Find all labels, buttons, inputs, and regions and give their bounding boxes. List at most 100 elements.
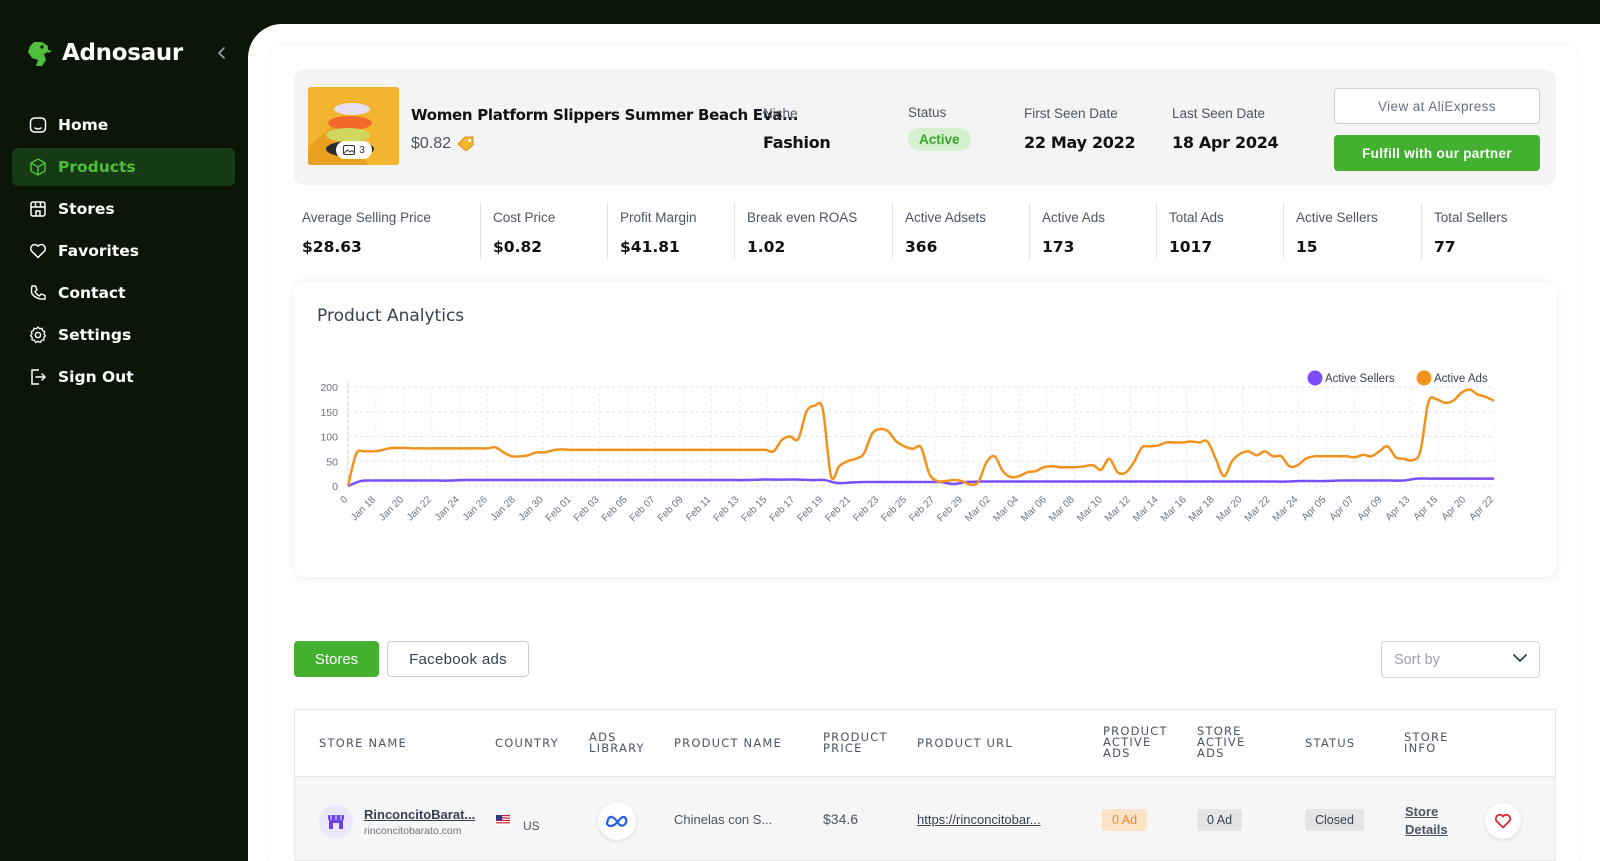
- sort-by-select[interactable]: Sort by: [1381, 641, 1540, 678]
- product-url-link[interactable]: https://rinconcitobar...: [917, 812, 1041, 827]
- table-row[interactable]: RinconcitoBarat... rinconcitobarato.com …: [295, 777, 1555, 861]
- legend-marker-active-sellers: [1307, 370, 1323, 386]
- stat-break-even-roas: Break even ROAS 1.02: [735, 203, 893, 259]
- niche-label: Niche: [763, 106, 798, 121]
- stat-value: 77: [1434, 238, 1456, 256]
- x-tick-label: Apr 09: [1356, 494, 1385, 523]
- country-code: US: [523, 819, 540, 833]
- x-tick-label: 0: [338, 494, 350, 506]
- heart-icon: [28, 241, 48, 261]
- sidebar-item-settings[interactable]: Settings: [12, 316, 235, 354]
- x-tick-label: Feb 29: [935, 494, 965, 524]
- tab-stores[interactable]: Stores: [294, 641, 379, 677]
- us-flag-icon: [496, 815, 510, 825]
- sidebar-item-label: Settings: [58, 326, 132, 344]
- legend-label-active-ads: Active Ads: [1434, 373, 1488, 385]
- x-tick-label: Jan 30: [517, 494, 546, 523]
- ads-library-button[interactable]: [598, 802, 636, 840]
- x-tick-label: Jan 26: [461, 494, 490, 523]
- header-product-price[interactable]: PRODUCT PRICE: [823, 730, 888, 755]
- collapse-sidebar-icon[interactable]: [214, 44, 230, 62]
- x-tick-label: Feb 15: [740, 494, 770, 524]
- x-tick-label: Mar 08: [1047, 494, 1077, 524]
- box-icon: [28, 157, 48, 177]
- home-icon: [28, 115, 48, 135]
- gear-icon: [28, 325, 48, 345]
- tab-facebook-ads[interactable]: Facebook ads: [387, 641, 529, 677]
- stat-label: Total Ads: [1169, 210, 1224, 225]
- stat-label: Cost Price: [493, 210, 556, 225]
- sidebar-item-stores[interactable]: Stores: [12, 190, 235, 228]
- first-seen-label: First Seen Date: [1024, 106, 1118, 121]
- x-tick-label: Apr 05: [1300, 494, 1329, 523]
- favorite-button[interactable]: [1485, 803, 1521, 839]
- x-tick-label: Feb 05: [600, 494, 630, 524]
- chart-title: Product Analytics: [317, 306, 465, 326]
- legend-label-active-sellers: Active Sellers: [1325, 373, 1395, 385]
- stat-value: 173: [1042, 238, 1075, 256]
- table-header: STORE NAME COUNTRY ADS LIBRARY PRODUCT N…: [295, 710, 1555, 777]
- image-count: 3: [359, 144, 365, 156]
- brand[interactable]: Adnosaur: [24, 38, 183, 68]
- sidebar-item-label: Contact: [58, 284, 126, 302]
- y-tick-label: 50: [326, 456, 338, 468]
- header-store-name[interactable]: STORE NAME: [319, 736, 407, 750]
- stat-label: Profit Margin: [620, 210, 697, 225]
- header-store-info[interactable]: STORE INFO: [1404, 730, 1449, 755]
- x-tick-label: Mar 16: [1159, 494, 1189, 524]
- x-tick-label: Jan 18: [349, 494, 378, 523]
- stat-label: Total Sellers: [1434, 210, 1508, 225]
- store-domain: rinconcitobarato.com: [364, 825, 462, 837]
- first-seen-block: First Seen Date 22 May 2022: [1024, 106, 1136, 152]
- last-seen-value: 18 Apr 2024: [1172, 133, 1279, 152]
- stat-active-adsets: Active Adsets 366: [893, 203, 1030, 259]
- product-analytics-card: Product Analytics 200 150 100 50 0 0 Jan 18 Jan…: [294, 282, 1556, 577]
- status-badge: Closed: [1305, 809, 1364, 831]
- header-product-name[interactable]: PRODUCT NAME: [674, 736, 783, 750]
- stat-label: Break even ROAS: [747, 210, 858, 225]
- stat-label: Active Adsets: [905, 210, 987, 225]
- x-tick-label: Mar 10: [1075, 494, 1105, 524]
- sidebar-item-favorites[interactable]: Favorites: [12, 232, 235, 270]
- x-tick-label: Feb 01: [544, 494, 574, 524]
- store-name-link[interactable]: RinconcitoBarat...: [364, 807, 476, 822]
- header-store-active-ads[interactable]: STORE ACTIVE ADS: [1197, 724, 1246, 760]
- meta-logo-icon: [605, 815, 628, 828]
- product-active-ads-badge: 0 Ad: [1102, 809, 1148, 831]
- sidebar-item-sign-out[interactable]: Sign Out: [12, 358, 235, 396]
- niche-value: Fashion: [763, 133, 831, 152]
- header-product-active-ads[interactable]: PRODUCT ACTIVE ADS: [1103, 724, 1168, 760]
- stat-average-selling-price: Average Selling Price $28.63: [294, 203, 481, 259]
- store-details-link[interactable]: Store Details: [1405, 804, 1448, 837]
- niche-block: Niche Fashion: [763, 106, 831, 152]
- gallery-icon: [343, 145, 356, 155]
- header-country[interactable]: COUNTRY: [495, 736, 559, 750]
- x-tick-label: Feb 27: [907, 494, 937, 524]
- store-active-ads-badge: 0 Ad: [1197, 809, 1243, 831]
- x-tick-label: Apr 20: [1440, 494, 1469, 523]
- status-badge: Active: [908, 128, 971, 151]
- x-tick-label: Apr 22: [1468, 494, 1497, 523]
- fulfill-with-partner-button[interactable]: Fulfill with our partner: [1334, 135, 1540, 171]
- view-at-aliexpress-button[interactable]: View at AliExpress: [1334, 88, 1540, 124]
- stat-label: Average Selling Price: [302, 210, 431, 225]
- sidebar-nav: Home Products Stores Favorites Contact: [12, 106, 235, 400]
- sidebar-item-contact[interactable]: Contact: [12, 274, 235, 312]
- stat-value: 15: [1296, 238, 1318, 256]
- x-tick-label: Mar 24: [1271, 494, 1301, 524]
- x-tick-label: Feb 03: [572, 494, 602, 524]
- image-count-badge: 3: [336, 141, 372, 159]
- sidebar-item-label: Stores: [58, 200, 115, 218]
- product-thumbnail[interactable]: 3: [308, 87, 399, 165]
- x-tick-label: Feb 19: [795, 494, 825, 524]
- stat-active-ads: Active Ads 173: [1030, 203, 1157, 259]
- header-product-url[interactable]: PRODUCT URL: [917, 736, 1013, 750]
- sidebar-item-products[interactable]: Products: [12, 148, 235, 186]
- header-status[interactable]: STATUS: [1305, 736, 1356, 750]
- x-tick-label: Jan 24: [433, 494, 462, 523]
- product-price: $34.6: [823, 811, 859, 827]
- header-ads-library[interactable]: ADS LIBRARY: [589, 730, 645, 755]
- sidebar-item-home[interactable]: Home: [12, 106, 235, 144]
- x-tick-label: Mar 02: [963, 494, 993, 524]
